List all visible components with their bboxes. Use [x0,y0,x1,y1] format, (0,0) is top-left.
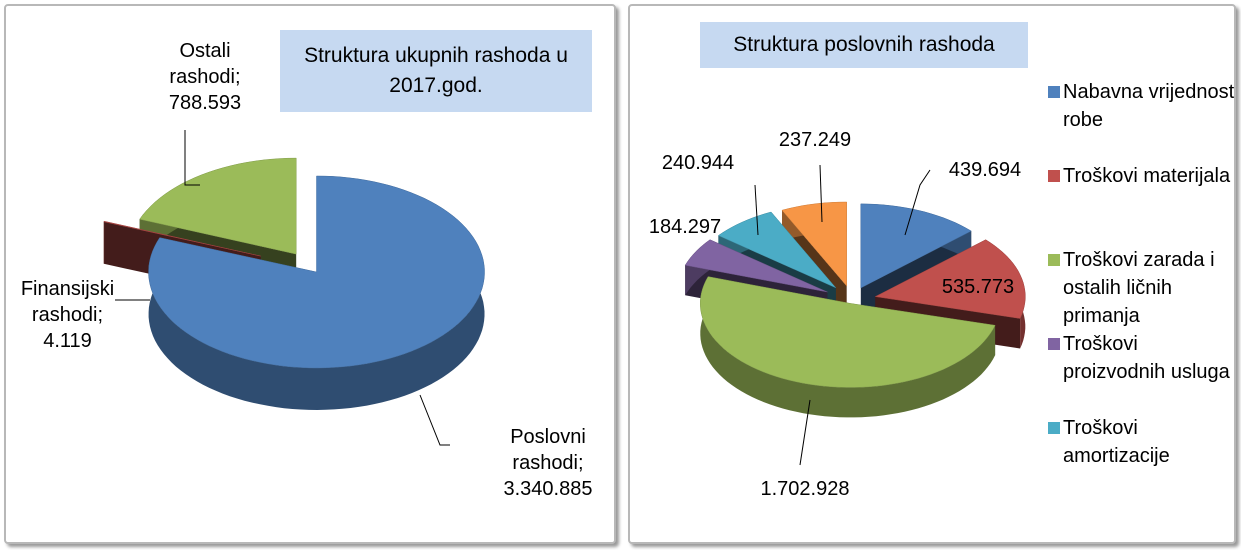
separator: ; [97,304,104,326]
separator: ; [578,452,584,474]
legend-swatch [1048,86,1060,98]
legend-text: Troškovi zarada i ostalih ličnih primanj… [1063,249,1215,327]
leader-line [904,169,931,236]
data-label: 1.702.928 [745,476,865,502]
data-label: 237.249 [765,127,865,153]
category-label: Ostali rashodi [169,40,236,88]
slice [103,220,261,257]
leader-line [184,130,200,186]
slice [139,157,297,255]
legend-label: Troškovi proizvodnih usluga [1063,330,1241,386]
value-label: 184.297 [648,216,722,238]
category-label: Finansijski rashodi [20,278,115,326]
value-label: 1.702.928 [760,478,850,500]
data-label: Poslovni rashodi; 3.340.885 [478,424,618,502]
legend-text: Nabavna vrijednost robe [1063,81,1235,131]
category-label: Poslovni rashodi [510,426,586,474]
leader-line [799,399,811,466]
value-label: 535.773 [941,276,1015,298]
data-label: 439.694 [935,157,1035,183]
slice [717,211,836,289]
slice-side [700,276,996,418]
chart-title: Struktura ukupnih rashoda u 2017.god. [280,30,592,112]
data-label: Finansijski rashodi; 4.119 [10,276,125,354]
legend-text: Troškovi proizvodnih usluga [1063,333,1230,383]
separator: ; [235,66,241,88]
legend-swatch [1048,254,1060,266]
slice [700,276,996,388]
value-label: 237.249 [778,129,852,151]
data-label: 240.944 [648,150,748,176]
legend-label: Troškovi amortizacije [1063,414,1241,470]
value-label: 788.593 [168,92,242,114]
legend-swatch [1048,422,1060,434]
chart-title: Struktura poslovnih rashoda [700,22,1028,68]
data-label: 184.297 [635,214,735,240]
slice [860,203,972,289]
legend-swatch [1048,338,1060,350]
leader-line [819,164,823,223]
value-label: 4.119 [43,330,92,352]
legend-label: Nabavna vrijednost robe [1063,78,1241,134]
slice [148,175,485,369]
data-label: 535.773 [928,274,1028,300]
slice [684,239,828,293]
legend-label: Troškovi zarada i ostalih ličnih primanj… [1063,246,1241,330]
value-label: 240.944 [661,152,735,174]
value-label: 3.340.885 [503,478,593,500]
leader-line [419,394,450,446]
legend-text: Troškovi amortizacije [1063,417,1170,467]
data-label: Ostali rashodi; 788.593 [150,38,260,116]
slice [781,201,847,287]
legend-label: Troškovi materijala [1063,162,1241,190]
legend-text: Troškovi materijala [1063,165,1231,187]
legend-swatch [1048,170,1060,182]
slice [874,239,1026,319]
value-label: 439.694 [948,159,1022,181]
leader-line [754,184,759,236]
